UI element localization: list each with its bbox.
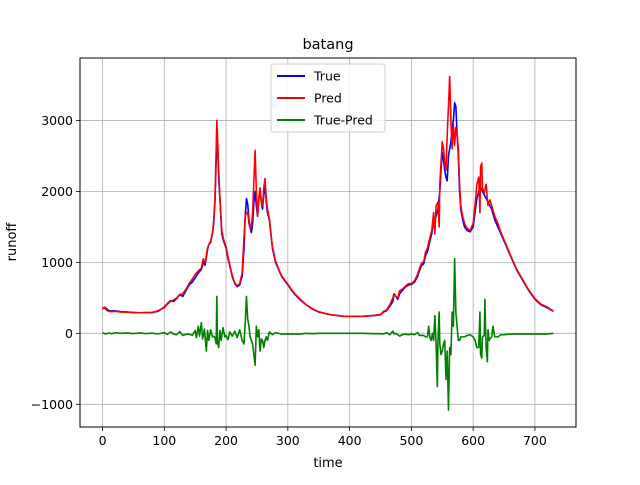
x-tick-label: 300: [276, 433, 300, 448]
legend: True Pred True-Pred: [270, 63, 386, 133]
x-axis-label: time: [313, 456, 342, 471]
plot-area: [101, 75, 554, 411]
series-line-pred: [101, 75, 554, 318]
series-line-true-pred: [102, 258, 554, 411]
x-tick-label: 200: [214, 433, 238, 448]
legend-label: True: [313, 69, 341, 84]
y-tick-label: −1000: [31, 397, 73, 412]
series-group: [101, 75, 554, 411]
x-tick-label: 400: [338, 433, 362, 448]
x-tick-label: 100: [152, 433, 176, 448]
legend-label: Pred: [314, 91, 342, 106]
x-tick-label: 600: [461, 433, 485, 448]
x-tick-label: 0: [99, 433, 107, 448]
y-tick-label: 0: [65, 326, 73, 341]
y-axis-label: runoff: [5, 222, 20, 262]
x-tick-label: 500: [399, 433, 423, 448]
legend-box: [270, 63, 386, 133]
chart-title: batang: [302, 37, 353, 53]
y-tick-label: 3000: [41, 113, 73, 128]
plot-frame: [79, 57, 577, 428]
x-tick-label: 700: [523, 433, 547, 448]
legend-label: True-Pred: [313, 113, 373, 128]
y-tick-label: 2000: [41, 184, 73, 199]
axis-ticks: 0 100 200 300 400 500 600 700 −1000 0 1000 2000 3000: [31, 113, 547, 448]
y-tick-label: 1000: [41, 255, 73, 270]
